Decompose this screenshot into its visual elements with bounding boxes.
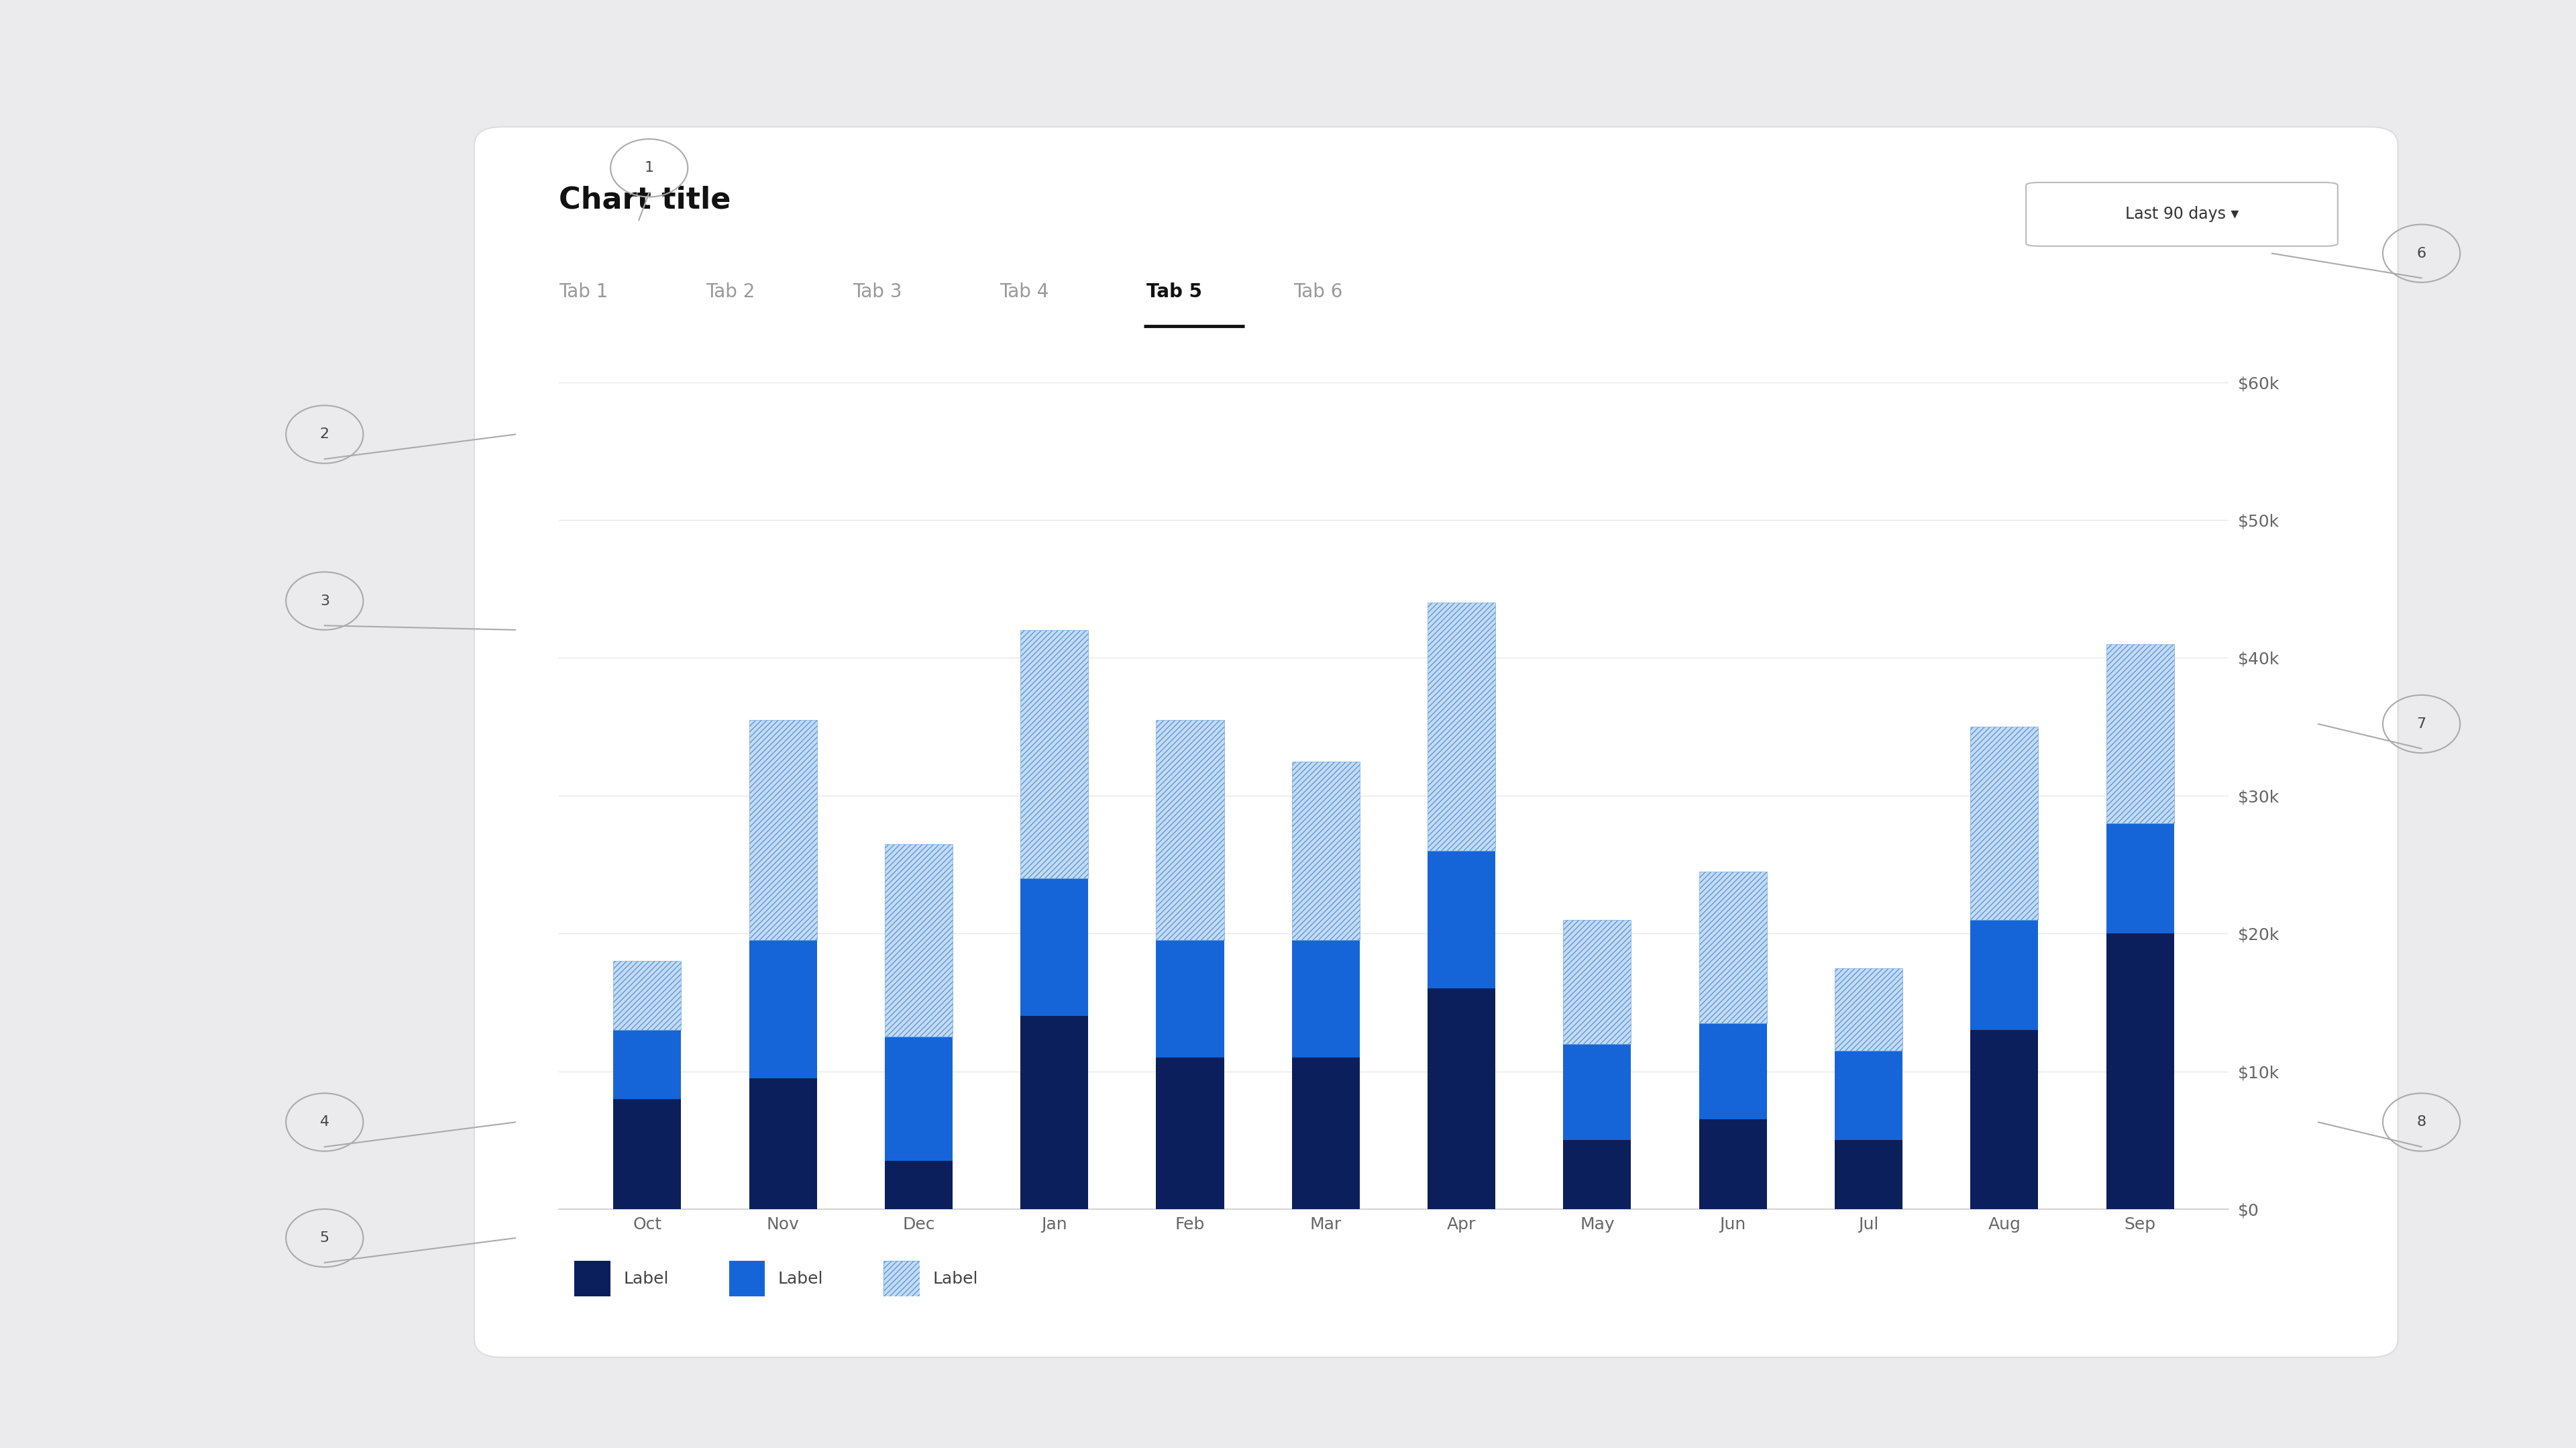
Bar [1020, 630, 1087, 879]
Text: Tab 4: Tab 4 [999, 282, 1048, 301]
Bar [884, 1161, 953, 1209]
Bar [1834, 1051, 1904, 1140]
Bar [884, 1037, 953, 1161]
Bar [1971, 919, 2038, 1030]
Bar [750, 720, 817, 940]
Bar [1291, 1057, 1360, 1209]
Bar [884, 844, 953, 1037]
Bar [1564, 1140, 1631, 1209]
Bar [1020, 879, 1087, 1016]
Text: Tab 1: Tab 1 [559, 282, 608, 301]
Bar [1020, 1016, 1087, 1209]
Bar [1700, 1024, 1767, 1119]
Bar [2107, 644, 2174, 824]
Bar [1291, 762, 1360, 940]
Text: 5: 5 [319, 1231, 330, 1245]
Text: Label: Label [623, 1270, 670, 1287]
Bar [1427, 602, 1497, 851]
FancyBboxPatch shape [884, 1260, 920, 1297]
Text: Last 90 days ▾: Last 90 days ▾ [2125, 206, 2239, 223]
FancyBboxPatch shape [2027, 182, 2339, 246]
Bar [1291, 940, 1360, 1057]
Text: 8: 8 [2416, 1115, 2427, 1129]
Bar [1700, 872, 1767, 1024]
Text: 7: 7 [2416, 717, 2427, 731]
Bar [613, 1099, 680, 1209]
Text: 1: 1 [644, 161, 654, 175]
Text: 6: 6 [2416, 246, 2427, 261]
Text: Tab 2: Tab 2 [706, 282, 755, 301]
Bar [1971, 727, 2038, 919]
Bar [750, 1079, 817, 1209]
Bar [613, 961, 680, 1030]
Text: Tab 3: Tab 3 [853, 282, 902, 301]
Bar [1834, 967, 1904, 1051]
FancyBboxPatch shape [474, 127, 2398, 1357]
Text: 4: 4 [319, 1115, 330, 1129]
Bar [1157, 1057, 1224, 1209]
Text: 3: 3 [319, 594, 330, 608]
Text: Label: Label [933, 1270, 979, 1287]
Bar [750, 940, 817, 1079]
Bar [2107, 824, 2174, 934]
Bar [1971, 1030, 2038, 1209]
Bar [1427, 851, 1497, 989]
Bar [1700, 1119, 1767, 1209]
Bar [1834, 1140, 1904, 1209]
Bar [1564, 919, 1631, 1044]
Bar [1564, 1044, 1631, 1140]
Bar [1427, 989, 1497, 1209]
Text: Chart title: Chart title [559, 185, 732, 214]
Bar [2107, 934, 2174, 1209]
Bar [1157, 720, 1224, 940]
Text: Label: Label [778, 1270, 824, 1287]
Bar [1157, 940, 1224, 1057]
Text: Tab 5: Tab 5 [1146, 282, 1203, 301]
Text: 2: 2 [319, 427, 330, 442]
Text: Tab 6: Tab 6 [1293, 282, 1342, 301]
Bar [613, 1030, 680, 1099]
